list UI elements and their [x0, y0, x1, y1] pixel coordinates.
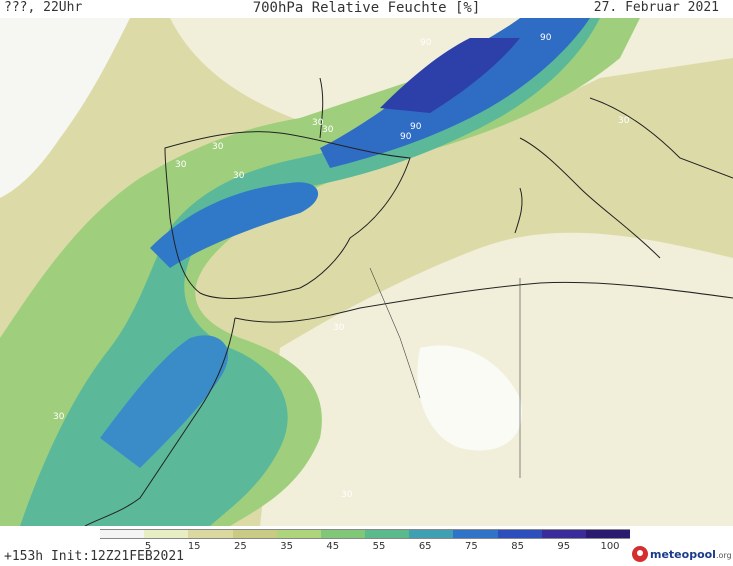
color-scale-segment: [232, 529, 277, 539]
color-scale-segment: [497, 529, 542, 539]
contour-label: 30: [322, 125, 334, 135]
color-scale-segment: [409, 529, 454, 539]
color-scale-tick: 45: [326, 541, 340, 552]
contour-label: 90: [540, 33, 552, 43]
color-scale-tick: 5: [144, 541, 152, 552]
color-scale-tick: 100: [600, 541, 620, 552]
contour-label: 90: [400, 132, 412, 142]
contour-label: 30: [618, 116, 630, 126]
color-scale-tick: 15: [187, 541, 201, 552]
morocco-coastline: [84, 317, 236, 526]
color-scale-segment: [320, 529, 366, 539]
color-scale-tick: 35: [280, 541, 293, 552]
dark-blue-core: [380, 38, 520, 113]
contour-label: 30: [312, 118, 324, 128]
color-scale-segment: [276, 529, 321, 539]
logo-text: meteopool.org: [650, 547, 732, 561]
contour-label: 30: [341, 490, 353, 500]
color-scale-bar: [100, 529, 631, 539]
dry-zone-west: [0, 18, 130, 198]
map-graphic: [0, 18, 733, 526]
italy-coastline: [519, 137, 661, 259]
contour-label: 30: [333, 323, 345, 333]
color-scale-labels: 5 15 25 35 45 55 65 75 85 95 100: [100, 541, 630, 553]
meteopool-logo[interactable]: meteopool.org: [632, 544, 732, 564]
init-time-label: +153h Init:12Z21FEB2021: [4, 549, 185, 564]
blue-core-morocco: [100, 335, 229, 468]
color-scale-segment: [585, 529, 631, 539]
color-scale-tick: 85: [511, 541, 524, 552]
color-scale-segment: [453, 529, 498, 539]
color-scale-segment: [541, 529, 586, 539]
humidity-map: 90 90 90 90 30 30 30 30 30 30 30 30 30: [0, 18, 733, 526]
contour-label: 30: [53, 412, 65, 422]
sardinia-coastline: [514, 187, 523, 234]
france-coastline: [319, 77, 324, 139]
contour-label: 30: [233, 171, 245, 181]
contour-label: 30: [175, 160, 187, 170]
map-header: ???, 22Uhr 700hPa Relative Feuchte [%] 2…: [0, 0, 733, 18]
dry-zone-south: [417, 345, 522, 451]
color-scale-tick: 75: [465, 541, 478, 552]
adriatic-coastline: [589, 97, 733, 179]
contour-label: 90: [420, 38, 432, 48]
iberia-coastline: [164, 131, 411, 299]
contour-label: 30: [212, 142, 224, 152]
meteopool-icon: [632, 546, 648, 562]
color-scale-segment: [188, 529, 233, 539]
color-scale-tick: 65: [418, 541, 432, 552]
contour-label: 90: [410, 122, 422, 132]
north-africa-coastline: [234, 281, 733, 323]
color-scale-segment: [365, 529, 410, 539]
color-scale-segment: [144, 529, 189, 539]
valid-date-label: 27. Februar 2021: [593, 0, 719, 15]
blue-core-iberia: [150, 182, 319, 268]
color-scale-tick: 25: [234, 541, 247, 552]
valid-time-label: ???, 22Uhr: [4, 0, 83, 15]
map-title: 700hPa Relative Feuchte [%]: [252, 0, 481, 16]
color-scale-tick: 95: [557, 541, 571, 552]
borders: [369, 267, 521, 478]
color-scale-tick: 55: [372, 541, 386, 552]
color-scale-segment: [100, 529, 145, 539]
